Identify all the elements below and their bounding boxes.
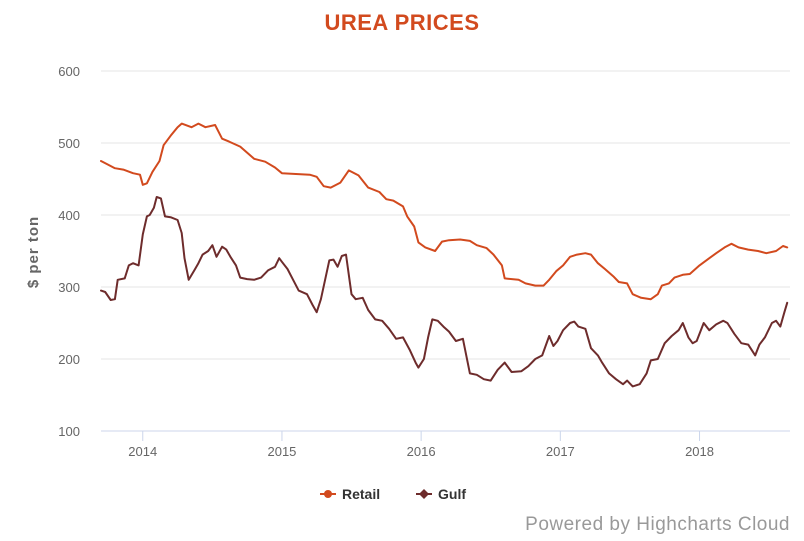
x-tick-label: 2018 <box>685 444 714 459</box>
series-line-gulf[interactable] <box>100 196 789 388</box>
circle-marker-icon <box>324 490 332 498</box>
legend: Retail Gulf <box>320 486 466 502</box>
legend-label: Retail <box>342 486 380 502</box>
x-tick-label: 2016 <box>407 444 436 459</box>
y-tick-label: 100 <box>58 424 80 439</box>
y-tick-label: 300 <box>58 280 80 295</box>
x-tick-label: 2015 <box>267 444 296 459</box>
diamond-marker-icon <box>419 489 429 499</box>
y-tick-label: 500 <box>58 136 80 151</box>
y-axis-label: $ per ton <box>25 216 42 288</box>
legend-item-gulf[interactable]: Gulf <box>416 486 466 502</box>
legend-label: Gulf <box>438 486 466 502</box>
x-axis-ticks: 2014 2015 2016 2017 2018 <box>128 431 714 459</box>
x-tick-label: 2017 <box>546 444 575 459</box>
x-tick-label: 2014 <box>128 444 157 459</box>
series-line-retail[interactable] <box>100 122 789 301</box>
y-tick-label: 400 <box>58 208 80 223</box>
y-tick-label: 200 <box>58 352 80 367</box>
legend-item-retail[interactable]: Retail <box>320 486 380 502</box>
chart-title: UREA PRICES <box>324 10 479 35</box>
y-axis-ticks: 100 200 300 400 500 600 <box>58 64 80 439</box>
grid-lines <box>101 70 790 432</box>
credits-text[interactable]: Powered by Highcharts Cloud <box>525 514 790 535</box>
series-group <box>100 122 789 388</box>
y-tick-label: 600 <box>58 64 80 79</box>
